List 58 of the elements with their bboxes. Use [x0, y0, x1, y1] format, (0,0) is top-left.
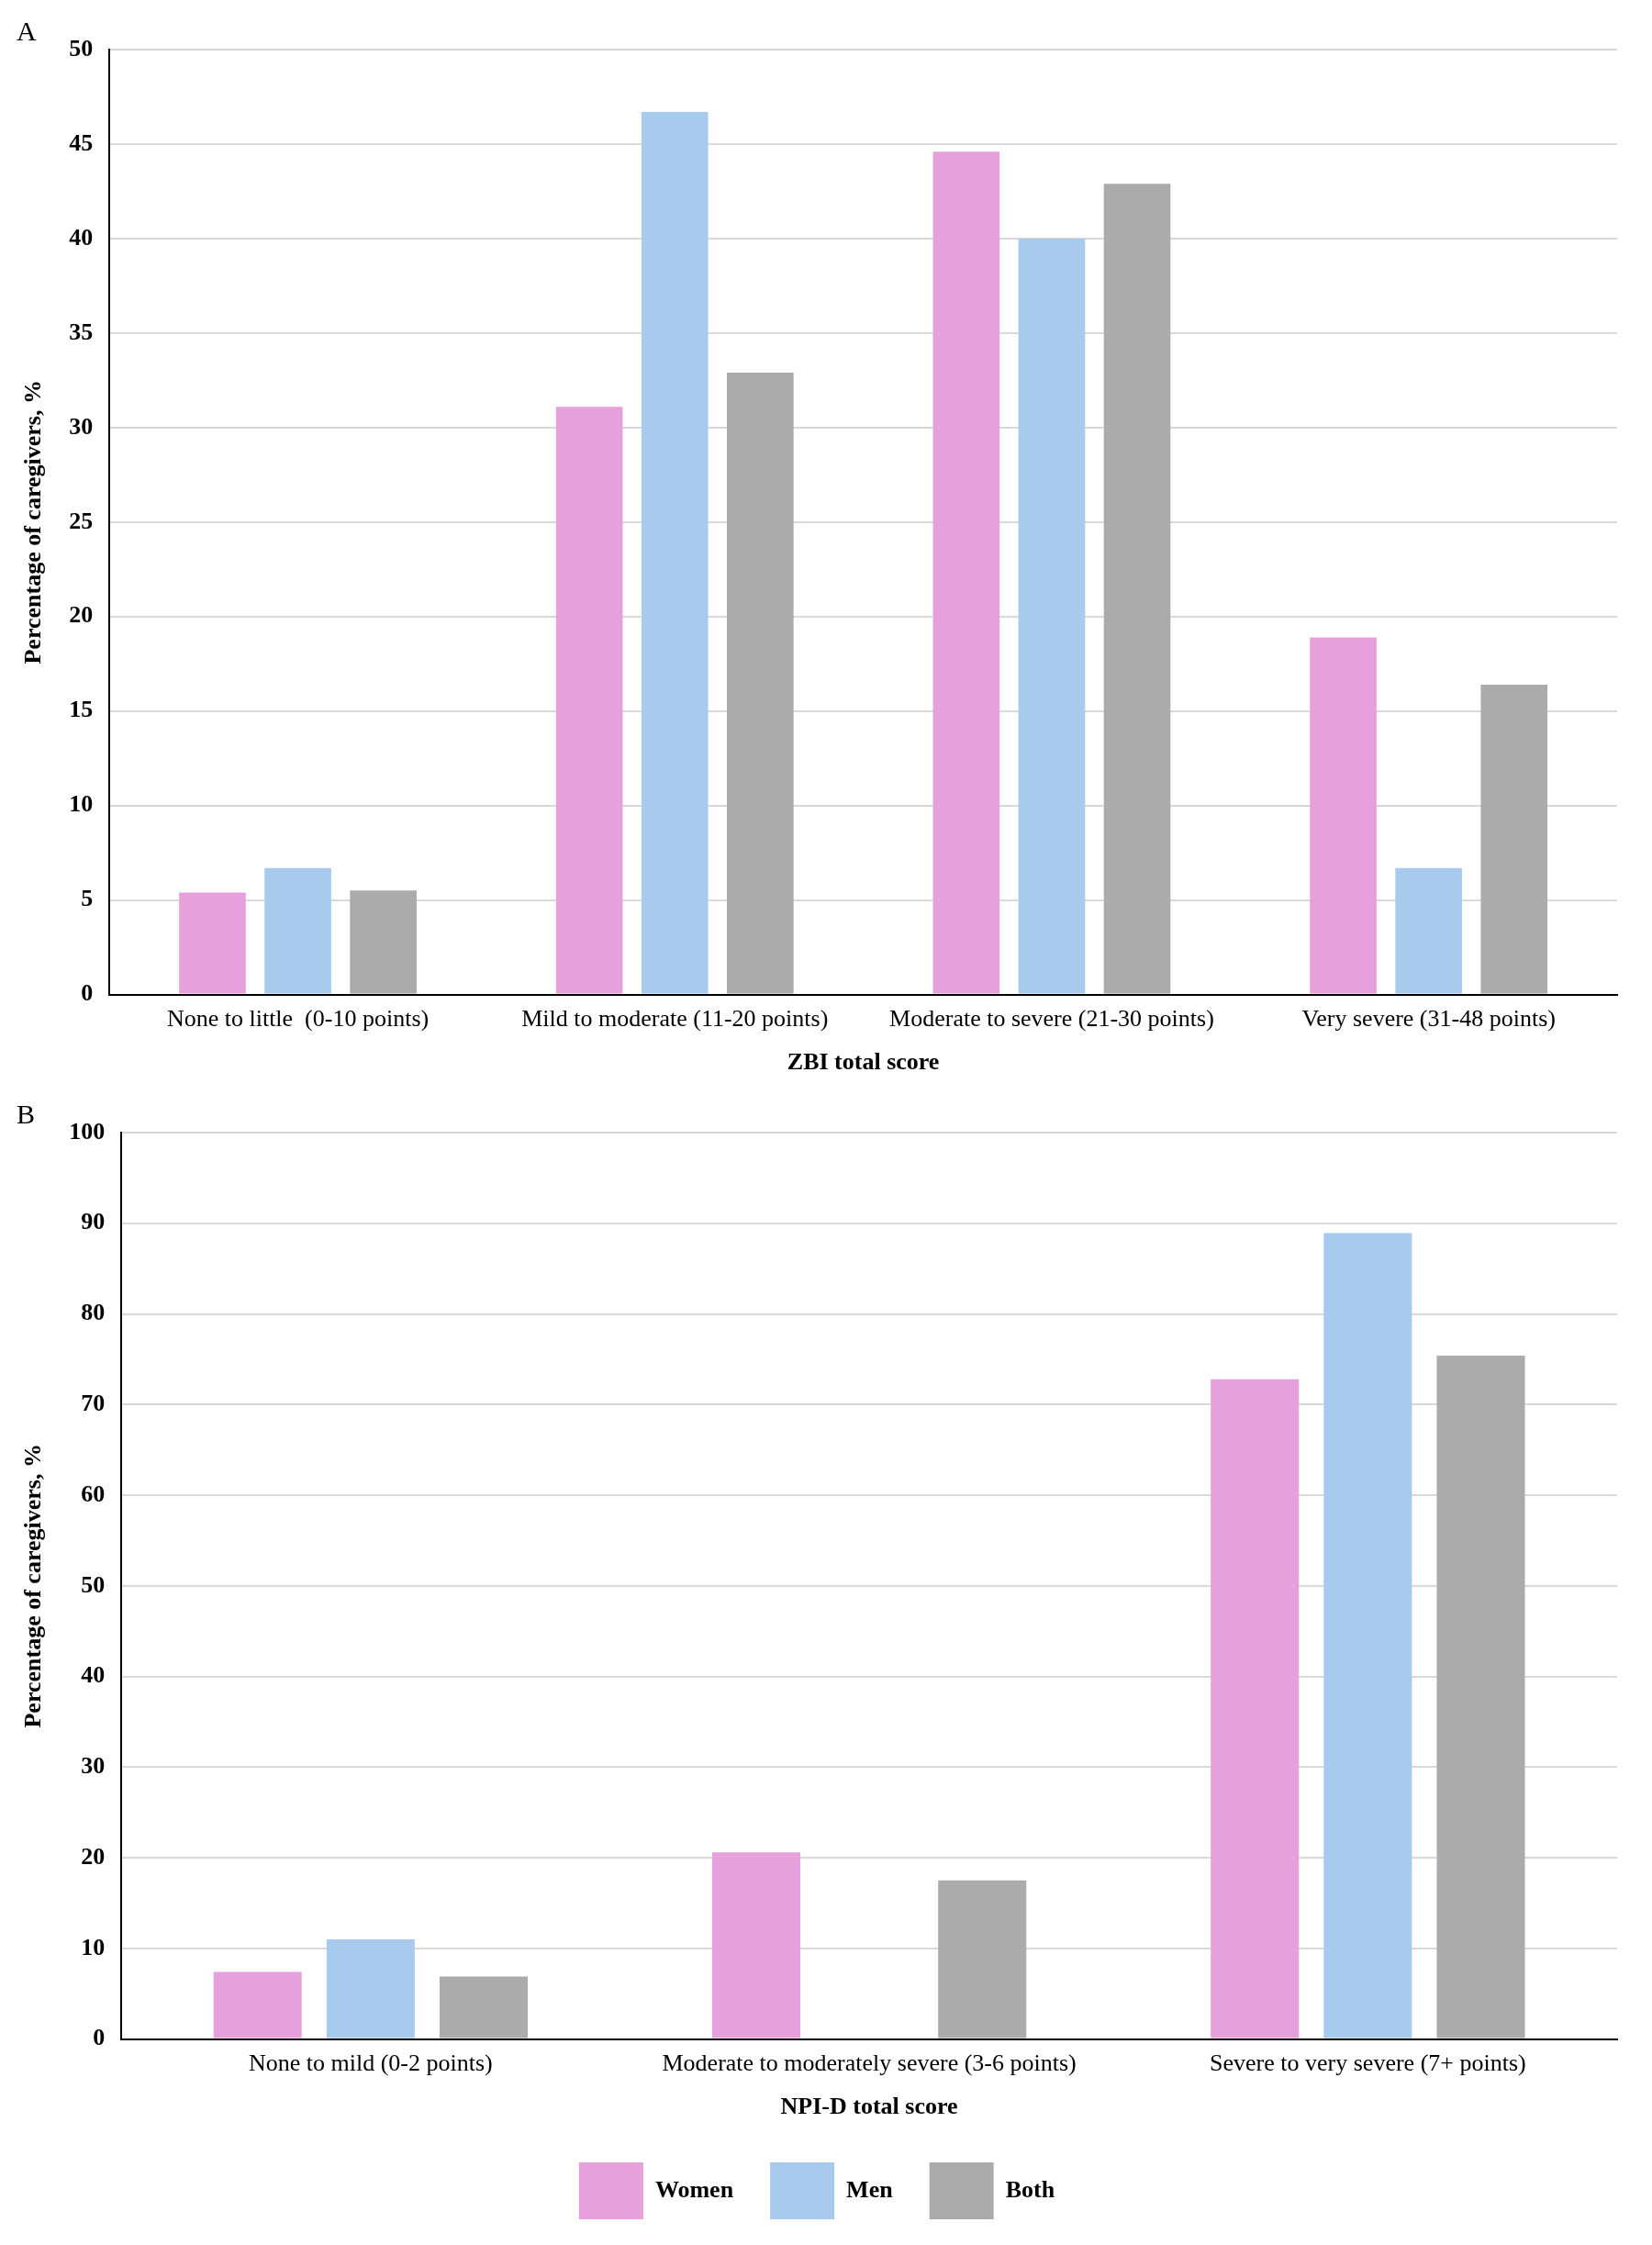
bar	[213, 1971, 302, 2038]
bar	[264, 867, 331, 994]
y-tick-label: 80	[81, 1299, 106, 1326]
y-tick-label: 90	[81, 1208, 106, 1235]
y-tick-label: 15	[69, 696, 94, 723]
y-tick-label: 20	[69, 601, 94, 629]
y-tick-label: 35	[69, 318, 94, 345]
y-tick-label: 10	[81, 1933, 106, 1960]
bar	[1103, 184, 1171, 994]
y-tick-label: 70	[81, 1390, 106, 1416]
legend-label: Both	[1005, 2175, 1055, 2203]
bar	[641, 111, 709, 994]
bar	[727, 373, 794, 994]
bar	[711, 1852, 800, 2038]
chart-title: B	[17, 1098, 36, 1129]
x-tick-label: Moderate to severe (21-30 points)	[889, 1005, 1214, 1033]
bar	[1395, 867, 1462, 994]
bar	[350, 890, 417, 994]
y-tick-label: 30	[69, 412, 94, 440]
x-axis-title: NPI-D total score	[780, 2093, 958, 2120]
bar	[439, 1976, 528, 2038]
x-tick-label: None to mild (0-2 points)	[248, 2050, 493, 2077]
x-tick-label: None to little (0-10 points)	[166, 1005, 430, 1033]
bar	[1480, 684, 1548, 994]
bar	[1436, 1355, 1525, 2038]
bar	[1310, 637, 1377, 994]
bar	[179, 892, 246, 994]
y-tick-label: 0	[81, 979, 94, 1007]
y-axis-title: Percentage of caregivers, %	[19, 380, 47, 665]
y-tick-label: 0	[93, 2024, 106, 2051]
y-tick-label: 20	[81, 1842, 106, 1870]
x-tick-label: Mild to moderate (11-20 points)	[521, 1005, 829, 1033]
y-tick-label: 30	[81, 1752, 106, 1780]
bar	[1018, 238, 1086, 994]
bar	[932, 151, 1000, 994]
y-tick-label: 40	[69, 223, 94, 251]
x-tick-label: Moderate to moderately severe (3-6 points)	[662, 2050, 1077, 2077]
y-tick-label: 45	[69, 128, 94, 156]
bar	[938, 1880, 1027, 2038]
legend-label: Women	[654, 2175, 734, 2203]
y-tick-label: 100	[69, 1117, 106, 1145]
x-tick-label: Severe to very severe (7+ points)	[1210, 2050, 1526, 2077]
y-tick-label: 25	[69, 507, 94, 534]
y-tick-label: 40	[81, 1661, 106, 1689]
y-tick-label: 5	[81, 885, 94, 912]
y-axis-title: Percentage of caregivers, %	[19, 1444, 47, 1728]
bar	[555, 407, 623, 994]
y-tick-label: 10	[69, 790, 94, 818]
x-axis-title: ZBI total score	[787, 1048, 940, 1076]
y-tick-label: 60	[81, 1480, 106, 1507]
y-tick-label: 50	[81, 1570, 106, 1598]
bar	[1323, 1233, 1412, 2038]
y-tick-label: 50	[69, 34, 94, 61]
bar	[326, 1938, 415, 2038]
legend-label: Men	[846, 2175, 894, 2203]
x-tick-label: Very severe (31-48 points)	[1301, 1005, 1556, 1033]
bar	[1211, 1379, 1300, 2038]
chart-title: A	[17, 15, 37, 46]
